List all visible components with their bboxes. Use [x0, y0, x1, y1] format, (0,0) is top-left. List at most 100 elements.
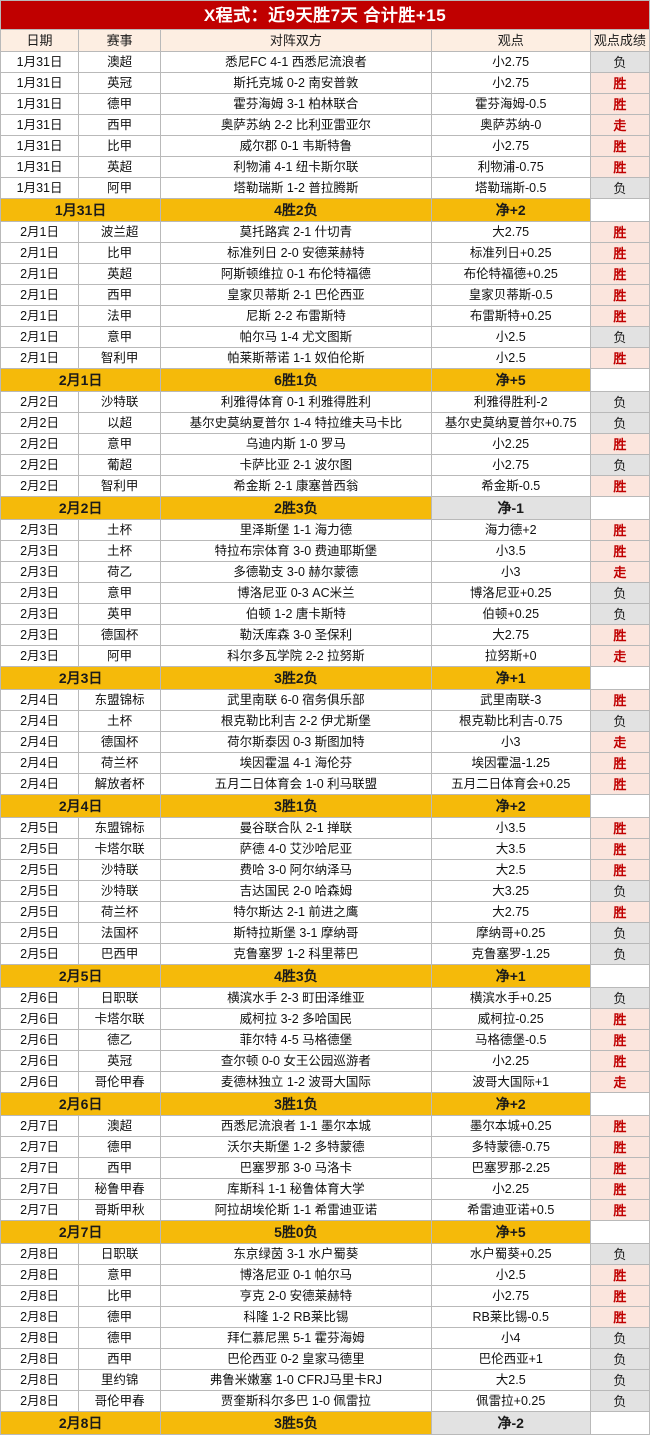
summary-record: 3胜2负	[160, 666, 432, 690]
cell-view: 大2.75	[430, 221, 591, 243]
cell-match: 特拉布宗体育 3-0 费迪耶斯堡	[160, 540, 432, 562]
table-row: 2月1日 法甲 尼斯 2-2 布雷斯特 布雷斯特+0.25 胜	[0, 305, 650, 327]
summary-blank	[589, 496, 650, 520]
cell-league: 里约锦	[78, 1369, 162, 1391]
summary-blank	[589, 794, 650, 818]
table-row: 2月6日 卡塔尔联 威柯拉 3-2 多哈国民 威柯拉-0.25 胜	[0, 1008, 650, 1030]
cell-view: 霍芬海姆-0.5	[430, 93, 591, 115]
cell-view: 皇家贝蒂斯-0.5	[430, 284, 591, 306]
cell-date: 2月3日	[0, 582, 80, 604]
cell-view: 利物浦-0.75	[430, 156, 591, 178]
cell-date: 2月4日	[0, 731, 80, 753]
cell-match: 科隆 1-2 RB莱比锡	[160, 1306, 432, 1328]
cell-view: 小2.5	[430, 326, 591, 348]
cell-match: 博洛尼亚 0-1 帕尔马	[160, 1264, 432, 1286]
table-row: 2月5日 沙特联 费哈 3-0 阿尔纳泽马 大2.5 胜	[0, 859, 650, 881]
summary-row: 2月3日 3胜2负 净+1	[0, 666, 650, 690]
cell-match: 武里南联 6-0 宿务俱乐部	[160, 689, 432, 711]
cell-result: 负	[589, 922, 650, 944]
cell-match: 帕尔马 1-4 尤文图斯	[160, 326, 432, 348]
cell-date: 2月5日	[0, 901, 80, 923]
cell-match: 科尔多瓦学院 2-2 拉努斯	[160, 645, 432, 667]
cell-league: 沙特联	[78, 391, 162, 413]
cell-match: 横滨水手 2-3 町田泽维亚	[160, 987, 432, 1009]
cell-league: 土杯	[78, 710, 162, 732]
cell-league: 卡塔尔联	[78, 1008, 162, 1030]
cell-league: 沙特联	[78, 859, 162, 881]
cell-league: 沙特联	[78, 880, 162, 902]
cell-view: 小3	[430, 561, 591, 583]
cell-date: 1月31日	[0, 156, 80, 178]
summary-net: 净+5	[430, 368, 591, 392]
cell-date: 2月7日	[0, 1115, 80, 1137]
cell-date: 2月5日	[0, 880, 80, 902]
table-row: 2月5日 卡塔尔联 萨德 4-0 艾沙哈尼亚 大3.5 胜	[0, 838, 650, 860]
cell-date: 2月8日	[0, 1285, 80, 1307]
summary-row: 2月8日 3胜5负 净-2	[0, 1411, 650, 1435]
cell-date: 2月5日	[0, 838, 80, 860]
cell-league: 西甲	[78, 1348, 162, 1370]
cell-league: 澳超	[78, 1115, 162, 1137]
cell-league: 德甲	[78, 93, 162, 115]
cell-match: 库斯科 1-1 秘鲁体育大学	[160, 1178, 432, 1200]
cell-league: 法国杯	[78, 922, 162, 944]
cell-view: 横滨水手+0.25	[430, 987, 591, 1009]
cell-date: 2月1日	[0, 347, 80, 369]
summary-row: 1月31日 4胜2负 净+2	[0, 198, 650, 222]
summary-row: 2月7日 5胜0负 净+5	[0, 1220, 650, 1244]
summary-blank	[589, 964, 650, 988]
page-title: X程式：近9天胜7天 合计胜+15	[0, 0, 650, 30]
cell-league: 德国杯	[78, 731, 162, 753]
cell-view: 根克勒比利吉-0.75	[430, 710, 591, 732]
cell-date: 1月31日	[0, 177, 80, 199]
cell-result: 走	[589, 561, 650, 583]
cell-league: 西甲	[78, 284, 162, 306]
cell-date: 2月7日	[0, 1157, 80, 1179]
cell-result: 负	[589, 412, 650, 434]
table-row: 1月31日 西甲 奥萨苏纳 2-2 比利亚雷亚尔 奥萨苏纳-0 走	[0, 114, 650, 136]
cell-match: 斯托克城 0-2 南安普敦	[160, 72, 432, 94]
cell-result: 胜	[589, 305, 650, 327]
cell-match: 沃尔夫斯堡 1-2 多特蒙德	[160, 1136, 432, 1158]
cell-league: 意甲	[78, 326, 162, 348]
cell-result: 负	[589, 51, 650, 73]
table-row: 2月5日 法国杯 斯特拉斯堡 3-1 摩纳哥 摩纳哥+0.25 负	[0, 922, 650, 944]
cell-result: 胜	[589, 817, 650, 839]
cell-view: 小3.5	[430, 817, 591, 839]
cell-league: 荷兰杯	[78, 752, 162, 774]
cell-view: 克鲁塞罗-1.25	[430, 943, 591, 965]
summary-blank	[589, 1092, 650, 1116]
cell-result: 负	[589, 1348, 650, 1370]
cell-date: 2月2日	[0, 454, 80, 476]
table-row: 2月6日 哥伦甲春 麦德林独立 1-2 波哥大国际 波哥大国际+1 走	[0, 1071, 650, 1093]
cell-result: 胜	[589, 242, 650, 264]
cell-match: 帕莱斯蒂诺 1-1 奴伯伦斯	[160, 347, 432, 369]
cell-result: 负	[589, 1243, 650, 1265]
summary-date: 2月3日	[0, 666, 162, 690]
cell-league: 比甲	[78, 1285, 162, 1307]
cell-result: 胜	[589, 221, 650, 243]
cell-league: 荷乙	[78, 561, 162, 583]
cell-league: 意甲	[78, 1264, 162, 1286]
cell-league: 荷兰杯	[78, 901, 162, 923]
cell-match: 威柯拉 3-2 多哈国民	[160, 1008, 432, 1030]
table-row: 2月7日 德甲 沃尔夫斯堡 1-2 多特蒙德 多特蒙德-0.75 胜	[0, 1136, 650, 1158]
summary-date: 2月7日	[0, 1220, 162, 1244]
cell-result: 胜	[589, 540, 650, 562]
table-row: 2月3日 土杯 里泽斯堡 1-1 海力德 海力德+2 胜	[0, 519, 650, 541]
cell-view: 大3.25	[430, 880, 591, 902]
summary-record: 3胜1负	[160, 1092, 432, 1116]
cell-match: 伯顿 1-2 唐卡斯特	[160, 603, 432, 625]
cell-match: 费哈 3-0 阿尔纳泽马	[160, 859, 432, 881]
cell-date: 2月7日	[0, 1136, 80, 1158]
cell-view: 水户蜀葵+0.25	[430, 1243, 591, 1265]
cell-result: 负	[589, 1327, 650, 1349]
summary-blank	[589, 666, 650, 690]
table-row: 2月1日 波兰超 莫托路宾 2-1 什切青 大2.75 胜	[0, 221, 650, 243]
cell-league: 阿甲	[78, 645, 162, 667]
cell-match: 尼斯 2-2 布雷斯特	[160, 305, 432, 327]
table-row: 2月1日 智利甲 帕莱斯蒂诺 1-1 奴伯伦斯 小2.5 胜	[0, 347, 650, 369]
cell-league: 解放者杯	[78, 773, 162, 795]
table-row: 2月6日 日职联 横滨水手 2-3 町田泽维亚 横滨水手+0.25 负	[0, 987, 650, 1009]
cell-date: 2月2日	[0, 412, 80, 434]
